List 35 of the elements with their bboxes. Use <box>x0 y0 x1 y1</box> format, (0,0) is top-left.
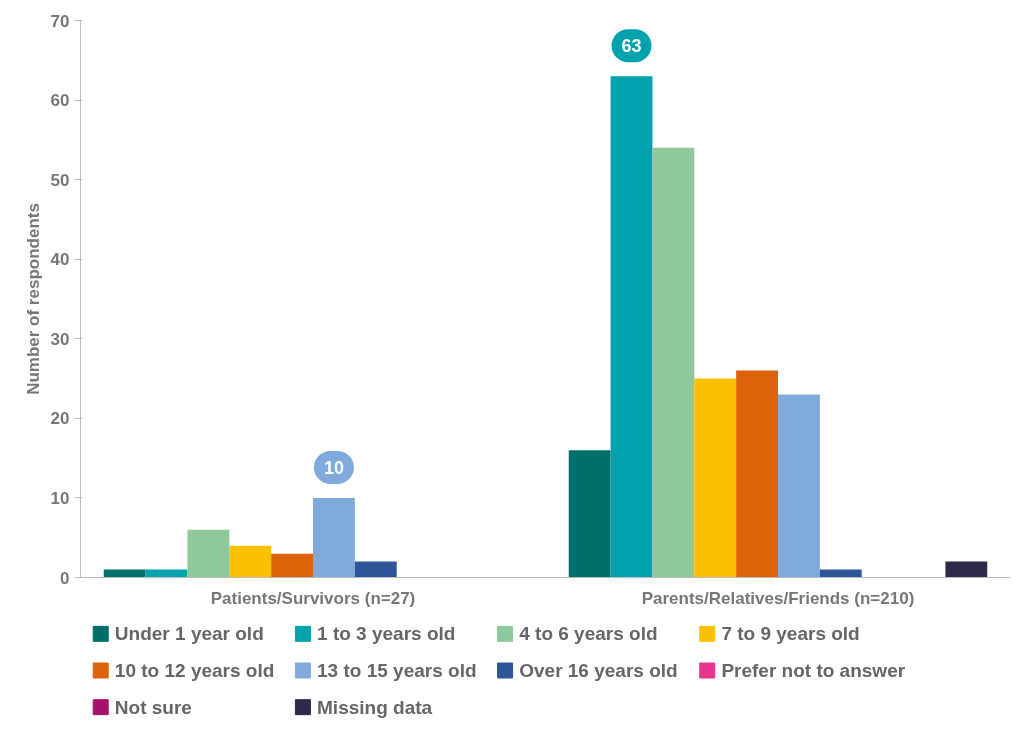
legend-label: 7 to 9 years old <box>721 623 860 645</box>
legend-label: 1 to 3 years old <box>317 623 456 645</box>
y-tick-label: 20 <box>50 409 70 429</box>
bar <box>945 561 988 578</box>
y-axis-title: Number of respondents <box>23 203 43 395</box>
bar <box>187 529 230 578</box>
y-tick-label: 40 <box>50 250 70 270</box>
legend-label: Prefer not to answer <box>721 660 906 681</box>
bar <box>694 378 737 578</box>
legend-label: 4 to 6 years old <box>519 623 658 645</box>
y-tick-label: 10 <box>50 488 70 508</box>
legend-label: Missing data <box>317 696 433 718</box>
bar <box>229 545 272 578</box>
bar <box>271 553 313 578</box>
y-tick-label: 70 <box>50 11 70 31</box>
legend-label: 13 to 15 years old <box>317 660 477 681</box>
x-tick-label: Patients/Survivors (n=27) <box>210 588 416 608</box>
legend-label: Under 1 year old <box>114 623 264 645</box>
data-label: 63 <box>621 36 642 57</box>
bar <box>313 497 355 578</box>
legend-label: Not sure <box>114 696 192 718</box>
y-tick-label: 0 <box>60 568 70 588</box>
bar <box>736 370 778 578</box>
bar <box>610 76 653 578</box>
bar <box>354 561 397 578</box>
y-tick-label: 60 <box>50 91 70 111</box>
legend-label: Over 16 years old <box>519 660 678 681</box>
x-tick-label: Parents/Relatives/Friends (n=210) <box>641 588 915 608</box>
bar <box>652 147 695 578</box>
data-label: 10 <box>323 457 344 478</box>
bar <box>778 394 820 578</box>
y-tick-label: 30 <box>50 329 70 349</box>
bar <box>568 450 611 578</box>
legend-label: 10 to 12 years old <box>114 660 275 681</box>
y-tick-label: 50 <box>50 170 70 190</box>
